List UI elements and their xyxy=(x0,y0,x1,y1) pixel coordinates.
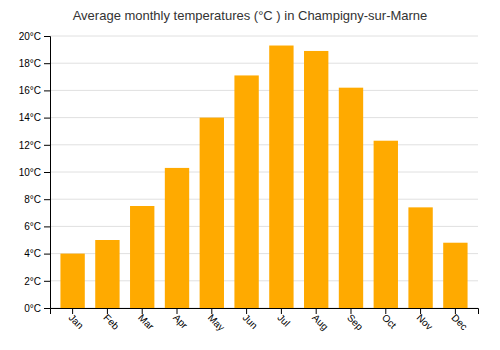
grid-line xyxy=(50,36,478,37)
y-tick-mark xyxy=(44,36,50,37)
x-axis: Jan Feb Mar Apr May Jun Jul Aug Sep Oct Nov Dec xyxy=(51,308,479,333)
bar xyxy=(408,207,432,308)
y-tick: 20°C xyxy=(19,31,50,42)
grid-line xyxy=(50,117,478,118)
x-tick: Jan xyxy=(67,308,86,331)
x-tick: Nov xyxy=(415,308,435,332)
x-tick: Aug xyxy=(310,308,330,332)
y-tick-label: 12°C xyxy=(19,140,41,151)
grid-line xyxy=(50,144,478,145)
x-tick: Mar xyxy=(136,308,156,332)
grid-line xyxy=(50,63,478,64)
x-tick-label: Jun xyxy=(241,312,260,331)
bar xyxy=(374,141,398,308)
y-tick-label: 0°C xyxy=(24,303,41,314)
grid xyxy=(50,36,478,308)
bar xyxy=(60,254,84,308)
y-tick: 0°C xyxy=(24,303,50,314)
y-tick-label: 20°C xyxy=(19,31,41,42)
y-tick-label: 8°C xyxy=(24,194,41,205)
x-tick: Dec xyxy=(449,308,469,332)
x-tick-label: Dec xyxy=(449,312,469,332)
x-tick: Jul xyxy=(275,308,292,329)
y-tick-mark xyxy=(44,90,50,91)
x-tick-label: Nov xyxy=(415,312,435,332)
y-tick: 8°C xyxy=(24,194,50,205)
y-tick-mark xyxy=(44,308,50,309)
y-tick-mark xyxy=(44,281,50,282)
y-tick-label: 16°C xyxy=(19,85,41,96)
bars xyxy=(60,46,467,308)
grid-line xyxy=(50,172,478,173)
plot: 0°C 2°C 4°C 6°C 8°C 10°C 12°C 14°C 16°C 18°C 20°C J… xyxy=(19,31,479,333)
y-tick: 18°C xyxy=(19,58,50,69)
bar xyxy=(269,46,293,308)
x-tick-label: Apr xyxy=(171,312,190,331)
x-tick-label: Mar xyxy=(136,312,156,332)
x-tick: Jun xyxy=(241,308,260,331)
y-tick-label: 14°C xyxy=(19,112,41,123)
y-tick-mark xyxy=(44,63,50,64)
y-tick: 12°C xyxy=(19,140,50,151)
y-tick-label: 6°C xyxy=(24,221,41,232)
bar xyxy=(200,118,224,308)
x-tick-label: Sep xyxy=(345,312,366,333)
x-tick: Oct xyxy=(380,308,399,331)
y-tick: 6°C xyxy=(24,221,50,232)
x-tick: Apr xyxy=(171,308,190,331)
y-tick-mark xyxy=(44,199,50,200)
bar xyxy=(165,168,189,308)
bar xyxy=(339,88,363,308)
bar xyxy=(130,206,154,308)
x-tick-label: Feb xyxy=(101,312,121,332)
y-axis: 0°C 2°C 4°C 6°C 8°C 10°C 12°C 14°C 16°C 18°C 20°C xyxy=(19,31,51,314)
x-tick-label: May xyxy=(206,312,227,333)
y-tick-mark xyxy=(44,118,50,119)
x-tick-label: Jul xyxy=(275,312,292,329)
y-tick-mark xyxy=(44,172,50,173)
y-axis-line xyxy=(44,37,51,309)
grid-line xyxy=(50,199,478,200)
y-tick-mark xyxy=(44,145,50,146)
y-tick: 10°C xyxy=(19,167,50,178)
bar xyxy=(234,75,258,308)
grid-line xyxy=(50,90,478,91)
x-tick-label: Jan xyxy=(67,312,86,331)
x-tick: Sep xyxy=(345,308,366,333)
bar xyxy=(443,243,467,308)
y-tick: 14°C xyxy=(19,112,50,123)
x-tick-label: Oct xyxy=(380,312,399,331)
y-tick-label: 4°C xyxy=(24,248,41,259)
x-tick: Feb xyxy=(101,308,121,332)
title: Average monthly temperatures (°C ) in Ch… xyxy=(73,8,428,23)
y-tick-label: 2°C xyxy=(24,276,41,287)
x-tick: May xyxy=(206,308,227,333)
chart: 0°C 2°C 4°C 6°C 8°C 10°C 12°C 14°C 16°C 18°C 20°C J… xyxy=(0,0,500,350)
y-tick: 16°C xyxy=(19,85,50,96)
bar xyxy=(95,240,119,308)
y-tick: 4°C xyxy=(24,248,50,259)
y-tick-label: 18°C xyxy=(19,58,41,69)
y-tick-mark xyxy=(44,226,50,227)
x-axis-line xyxy=(51,309,479,315)
x-tick-label: Aug xyxy=(310,312,330,332)
bar xyxy=(304,51,328,308)
y-tick: 2°C xyxy=(24,276,50,287)
y-tick-mark xyxy=(44,254,50,255)
y-tick-label: 10°C xyxy=(19,167,41,178)
